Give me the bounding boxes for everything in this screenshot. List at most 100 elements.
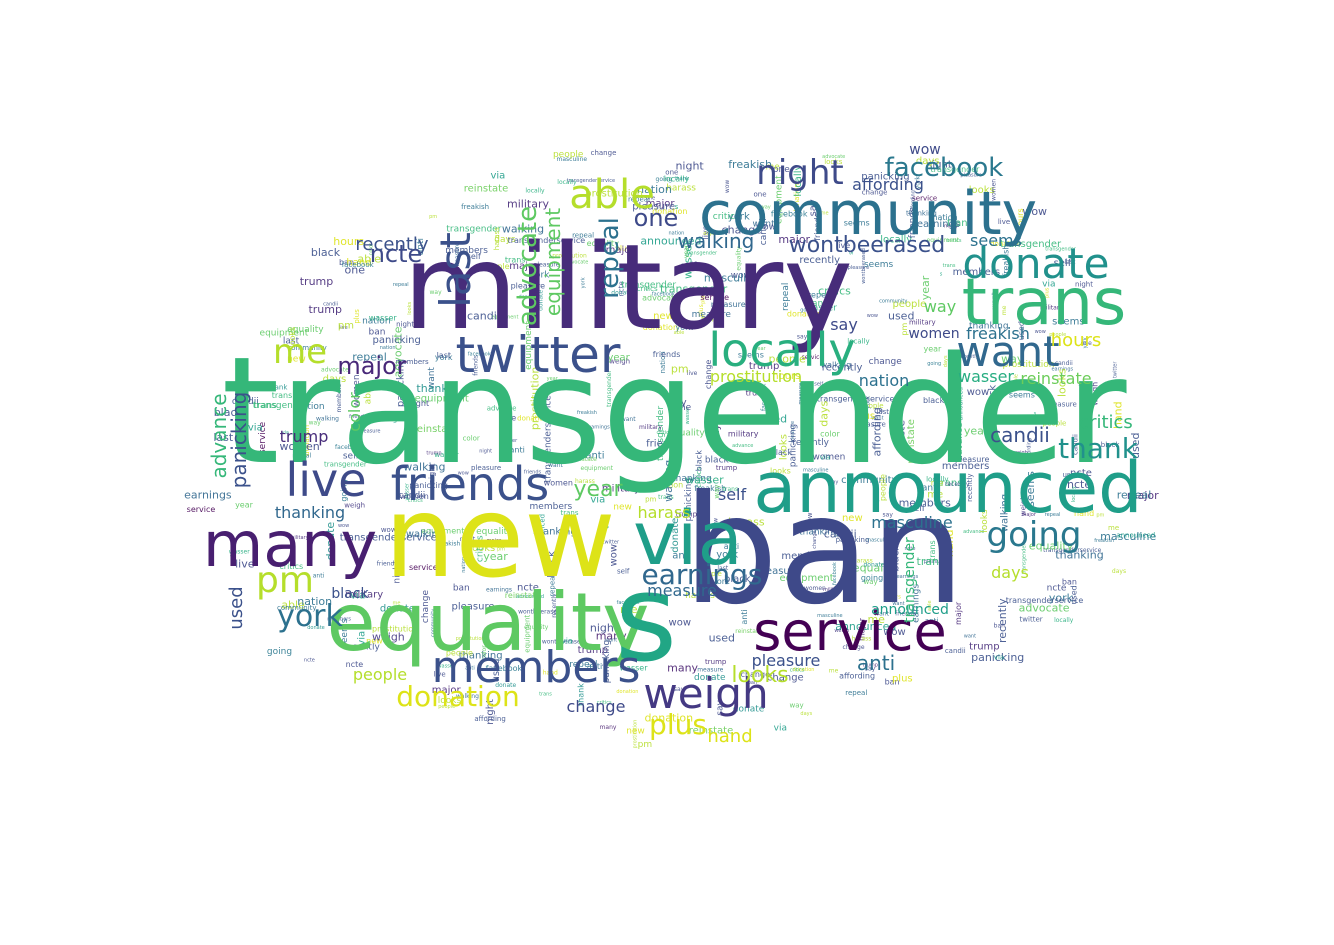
cloud-word-black: black bbox=[331, 586, 369, 602]
cloud-filler-word: donation bbox=[990, 240, 1021, 248]
cloud-filler-word: looks bbox=[1055, 368, 1068, 397]
cloud-filler-word: york bbox=[728, 211, 750, 222]
cloud-filler-word: recently bbox=[822, 363, 863, 374]
cloud-filler-word: anti bbox=[925, 617, 938, 625]
cloud-filler-word: seems bbox=[738, 351, 764, 360]
cloud-filler-word: way bbox=[864, 578, 878, 586]
cloud-filler-word: military bbox=[728, 429, 759, 438]
cloud-filler-word: york bbox=[530, 271, 551, 281]
cloud-filler-word: panicking bbox=[861, 171, 909, 182]
cloud-filler-word: friends bbox=[653, 350, 681, 359]
cloud-word-trans: trans bbox=[962, 266, 1127, 340]
cloud-filler-word: pm bbox=[645, 495, 656, 503]
cloud-filler-word: self bbox=[1078, 382, 1087, 388]
cloud-filler-word: members bbox=[697, 505, 706, 543]
cloud-word-affording: affording bbox=[852, 175, 924, 194]
cloud-filler-word: wow bbox=[609, 544, 620, 566]
cloud-filler-word: measure bbox=[756, 566, 800, 577]
cloud-filler-word: panicking bbox=[396, 359, 407, 407]
cloud-filler-word: live bbox=[339, 325, 348, 331]
cloud-filler-word: able bbox=[363, 385, 373, 405]
cloud-filler-word: via bbox=[1042, 280, 1055, 290]
cloud-filler-word: members bbox=[899, 497, 951, 510]
cloud-filler-word: recently bbox=[966, 473, 974, 501]
cloud-filler-word: year bbox=[483, 550, 508, 563]
cloud-filler-word: candii bbox=[945, 647, 966, 655]
cloud-filler-word: wow bbox=[1022, 205, 1047, 218]
cloud-filler-word: women bbox=[352, 374, 362, 407]
cloud-filler-word: plus bbox=[701, 293, 707, 304]
cloud-filler-word: military bbox=[909, 319, 936, 327]
cloud-filler-word: community bbox=[841, 475, 897, 486]
cloud-filler-word: say bbox=[797, 334, 808, 341]
cloud-filler-word: night bbox=[479, 449, 492, 455]
cloud-filler-word: nation bbox=[380, 345, 396, 351]
cloud-filler-word: ncte bbox=[1067, 478, 1091, 491]
cloud-filler-word: new bbox=[626, 726, 645, 736]
cloud-word-recently: recently bbox=[355, 234, 429, 255]
cloud-filler-word: ban bbox=[453, 584, 470, 594]
cloud-filler-word: transgenderservice bbox=[1006, 596, 1084, 605]
cloud-filler-word: say bbox=[808, 199, 819, 216]
cloud-filler-word: friends bbox=[472, 355, 479, 376]
cloud-filler-word: black bbox=[771, 448, 793, 457]
cloud-filler-word: measure bbox=[790, 421, 796, 443]
cloud-filler-word: members bbox=[336, 384, 343, 412]
cloud-filler-word: nation bbox=[461, 557, 467, 573]
cloud-filler-word: affording bbox=[871, 407, 884, 456]
cloud-filler-word: many bbox=[596, 630, 627, 643]
cloud-word-earnings: earnings bbox=[641, 558, 762, 591]
cloud-filler-word: pm bbox=[900, 323, 909, 336]
cloud-filler-word: want bbox=[964, 633, 976, 639]
cloud-filler-word: change bbox=[842, 644, 864, 651]
cloud-word-people: people bbox=[353, 665, 407, 684]
cloud-filler-word: me bbox=[931, 479, 944, 488]
cloud-filler-word: new bbox=[613, 503, 632, 513]
cloud-filler-word: masculine bbox=[866, 538, 891, 544]
cloud-word-trump: trump bbox=[280, 427, 329, 446]
cloud-filler-word: major bbox=[954, 601, 963, 625]
cloud-filler-word: weigh bbox=[372, 631, 405, 644]
cloud-filler-word: me bbox=[620, 603, 638, 616]
cloud-filler-word: change bbox=[869, 357, 903, 367]
cloud-filler-word: days bbox=[943, 355, 949, 367]
cloud-filler-word: people bbox=[1043, 420, 1067, 428]
cloud-filler-word: people bbox=[698, 570, 722, 578]
cloud-filler-word: trans bbox=[561, 509, 579, 517]
cloud-filler-word: able bbox=[357, 252, 381, 265]
cloud-filler-word: equality bbox=[524, 624, 549, 631]
cloud-filler-word: new bbox=[366, 637, 383, 646]
cloud-filler-word: wasser bbox=[682, 240, 695, 279]
cloud-filler-word: friends bbox=[813, 213, 822, 241]
cloud-filler-word: able bbox=[281, 598, 305, 611]
cloud-filler-word: donate bbox=[307, 625, 325, 631]
cloud-filler-word: ban bbox=[748, 680, 757, 686]
cloud-filler-word: repeal bbox=[845, 689, 867, 697]
cloud-filler-word: pleasure bbox=[955, 455, 989, 464]
cloud-filler-word: trans bbox=[805, 299, 828, 309]
cloud-filler-word: transgender bbox=[1045, 246, 1077, 252]
cloud-filler-word: advance bbox=[487, 404, 517, 412]
cloud-filler-word: recently bbox=[799, 255, 840, 266]
cloud-filler-word: want bbox=[548, 462, 563, 469]
cloud-filler-word: major bbox=[1127, 489, 1159, 502]
cloud-filler-word: pleasure bbox=[471, 464, 501, 472]
cloud-filler-word: candii bbox=[232, 397, 259, 407]
cloud-filler-word: women bbox=[804, 585, 826, 592]
cloud-filler-word: thank bbox=[576, 683, 585, 706]
cloud-filler-word: hand bbox=[346, 257, 371, 268]
cloud-filler-word: last bbox=[213, 431, 234, 444]
cloud-filler-word: major bbox=[1021, 512, 1036, 518]
cloud-filler-word: freakish bbox=[461, 203, 489, 211]
cloud-filler-word: repeal bbox=[292, 453, 311, 460]
cloud-filler-word: people bbox=[553, 150, 584, 160]
cloud-filler-word: women bbox=[400, 492, 429, 501]
cloud-filler-word: me bbox=[1001, 305, 1008, 315]
cloud-filler-word: advocate bbox=[1019, 602, 1070, 615]
cloud-filler-word: repeal bbox=[1045, 512, 1061, 518]
cloud-filler-word: locally bbox=[1054, 617, 1074, 624]
cloud-filler-word: way bbox=[790, 702, 804, 710]
cloud-filler-word: major bbox=[778, 233, 810, 246]
cloud-filler-word: anti bbox=[416, 238, 426, 255]
cloud-filler-word: night bbox=[460, 536, 476, 543]
